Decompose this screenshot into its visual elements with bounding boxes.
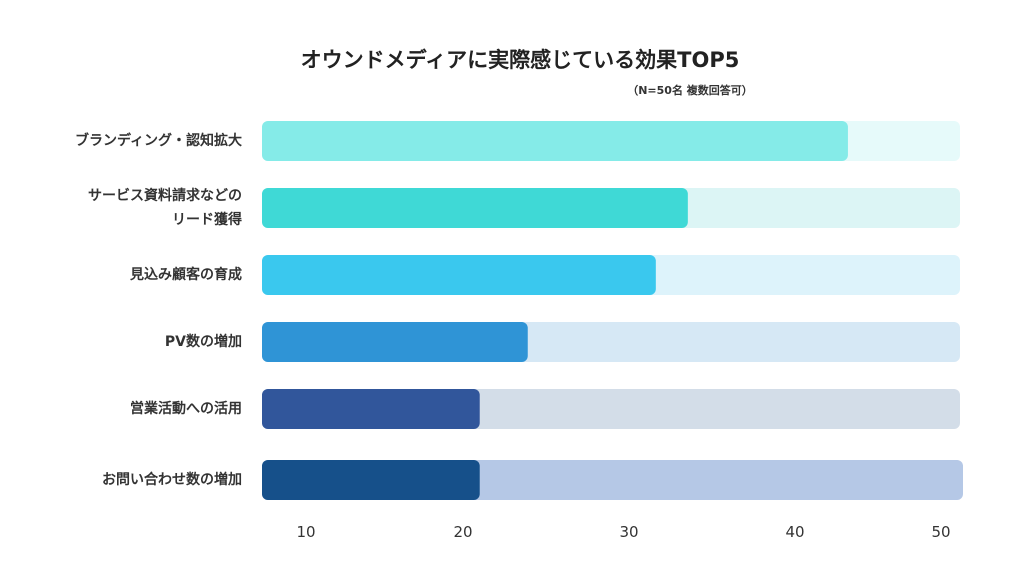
bar bbox=[262, 121, 848, 161]
chart-title: オウンドメディアに実際感じている効果TOP5 bbox=[300, 48, 740, 72]
x-tick-label: 20 bbox=[453, 523, 473, 541]
category-label-line: リード獲得 bbox=[172, 212, 242, 228]
category-label: お問い合わせ数の増加 bbox=[12, 468, 242, 492]
x-tick-label: 10 bbox=[296, 523, 316, 541]
category-label: ブランディング・認知拡大 bbox=[12, 129, 242, 153]
bar bbox=[262, 460, 480, 500]
category-label-line: サービス資料請求などの bbox=[88, 188, 242, 204]
category-label-line: 見込み顧客の育成 bbox=[130, 267, 242, 283]
bar bbox=[262, 255, 656, 295]
x-tick-label: 30 bbox=[619, 523, 639, 541]
x-tick-label: 50 bbox=[931, 523, 951, 541]
bar bbox=[262, 322, 528, 362]
category-label-line: お問い合わせ数の増加 bbox=[102, 472, 242, 488]
category-label-line: PV数の増加 bbox=[164, 334, 242, 350]
x-tick-label: 40 bbox=[785, 523, 805, 541]
category-label-line: ブランディング・認知拡大 bbox=[74, 133, 242, 149]
category-label: サービス資料請求などのリード獲得 bbox=[12, 184, 242, 232]
bar bbox=[262, 188, 688, 228]
category-label: 営業活動への活用 bbox=[12, 397, 242, 421]
category-label: 見込み顧客の育成 bbox=[12, 263, 242, 287]
chart-subtitle: （N=50名 複数回答可） bbox=[627, 84, 753, 97]
category-label-line: 営業活動への活用 bbox=[130, 401, 242, 417]
category-label: PV数の増加 bbox=[12, 330, 242, 354]
bar bbox=[262, 389, 480, 429]
